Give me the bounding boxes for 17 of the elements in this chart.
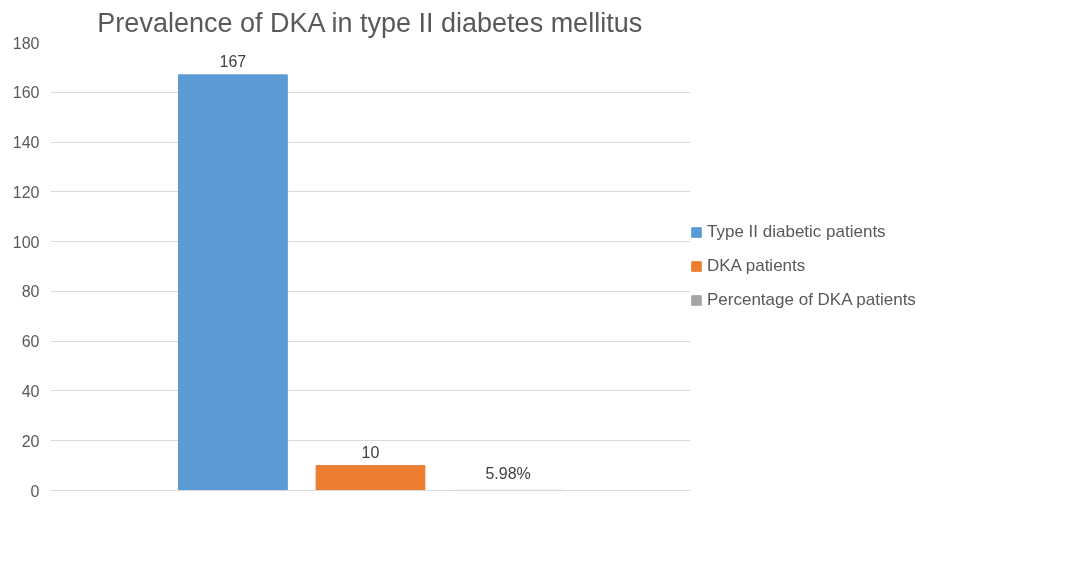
y-tick-label: 0 (30, 482, 40, 500)
legend-label: Percentage of DKA patients (707, 290, 917, 310)
legend-label: Type II diabetic patients (707, 222, 887, 242)
y-tick-label: 20 (21, 432, 40, 450)
y-tick-label: 140 (12, 134, 40, 152)
y-tick-label: 180 (12, 34, 40, 52)
y-tick-label: 100 (12, 233, 40, 251)
chart-title: Prevalence of DKA in type II diabetes mellitus (97, 7, 643, 38)
data-label: 5.98% (485, 465, 531, 483)
y-tick-label: 160 (12, 84, 40, 102)
y-tick-label: 120 (12, 183, 40, 201)
legend-label: DKA patients (707, 256, 807, 276)
y-tick-label: 40 (21, 382, 40, 400)
y-tick-label: 80 (21, 283, 40, 301)
y-tick-label: 60 (21, 333, 40, 351)
data-label: 10 (361, 443, 380, 461)
data-label: 167 (219, 52, 247, 70)
